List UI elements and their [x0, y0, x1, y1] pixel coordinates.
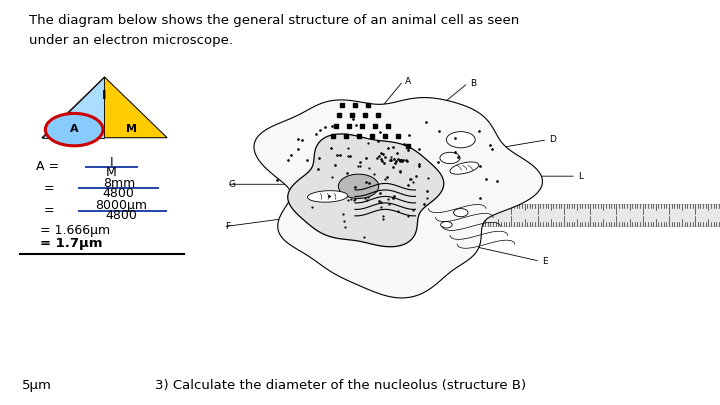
Polygon shape [307, 191, 348, 202]
Circle shape [454, 209, 468, 217]
Text: D: D [549, 135, 557, 144]
Text: = 1.7μm: = 1.7μm [40, 237, 102, 250]
Text: E: E [542, 257, 548, 266]
Text: M: M [126, 124, 138, 134]
Text: M: M [107, 166, 117, 179]
Text: I: I [109, 156, 114, 168]
Text: A =: A = [36, 160, 59, 173]
Text: =: = [43, 204, 54, 217]
Text: 8000μm: 8000μm [95, 199, 147, 212]
Text: = 1.666μm: = 1.666μm [40, 224, 109, 237]
Polygon shape [450, 162, 479, 174]
Polygon shape [288, 134, 444, 247]
Text: The diagram below shows the general structure of an animal cell as seen: The diagram below shows the general stru… [29, 14, 519, 27]
Text: 3) Calculate the diameter of the nucleolus (structure B): 3) Calculate the diameter of the nucleol… [155, 379, 526, 392]
Text: F: F [225, 222, 230, 231]
Polygon shape [338, 174, 379, 198]
Polygon shape [42, 77, 167, 138]
Text: 4800: 4800 [103, 187, 135, 200]
Circle shape [45, 113, 103, 146]
Text: A: A [405, 77, 412, 85]
Text: under an electron microscope.: under an electron microscope. [29, 34, 233, 47]
Text: L: L [578, 172, 583, 181]
Polygon shape [254, 98, 542, 298]
Text: A: A [70, 124, 78, 134]
Circle shape [440, 152, 460, 164]
Text: 8mm: 8mm [103, 177, 135, 190]
Polygon shape [104, 77, 167, 138]
Text: 5μm: 5μm [22, 379, 51, 392]
Text: G: G [229, 180, 236, 189]
Text: 4800: 4800 [105, 209, 137, 222]
Text: I: I [102, 90, 107, 102]
Circle shape [446, 132, 475, 148]
Circle shape [441, 222, 452, 228]
Text: =: = [43, 182, 54, 195]
Polygon shape [42, 77, 104, 138]
Text: B: B [470, 79, 477, 87]
Bar [328, 204, 720, 226]
